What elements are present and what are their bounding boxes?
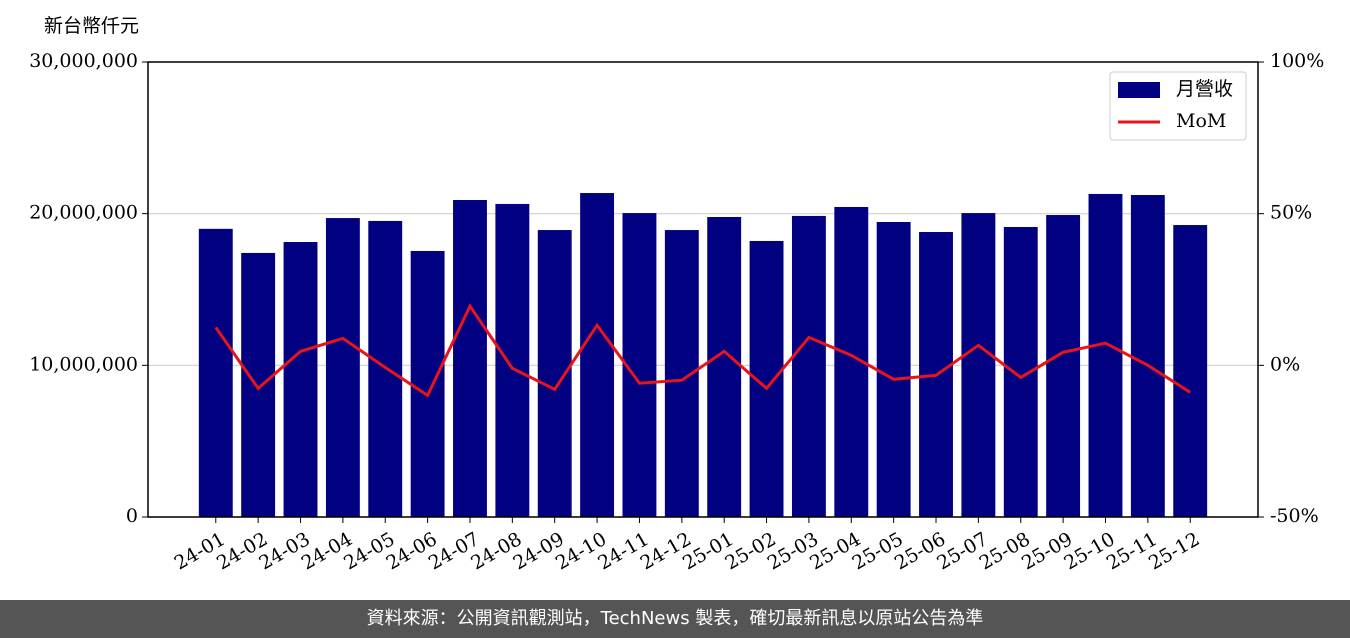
bar (961, 213, 996, 517)
bar (1130, 195, 1165, 518)
bar (495, 203, 530, 517)
bar (876, 222, 911, 517)
y-axis-label: 新台幣仟元 (44, 15, 139, 37)
y2-tick-label: -50% (1270, 505, 1319, 527)
bar (707, 217, 742, 517)
bar (241, 252, 276, 517)
bar (622, 213, 657, 517)
legend-label: MoM (1176, 110, 1226, 132)
bar (453, 200, 487, 517)
bar (1173, 225, 1208, 517)
y2-tick-label: 0% (1270, 353, 1300, 375)
bar (1046, 215, 1081, 517)
y-tick-label: 10,000,000 (29, 353, 138, 375)
footer: 資料來源：公開資訊觀測站，TechNews 製表，確切最新訊息以原站公告為準 (0, 600, 1350, 638)
plot-frame (147, 61, 1259, 518)
bar (791, 215, 826, 518)
bar (198, 228, 233, 518)
y2-tick-label: 100% (1270, 50, 1324, 72)
bar (410, 250, 445, 517)
bar (1088, 193, 1123, 517)
legend-swatch (1118, 82, 1160, 98)
bar (283, 242, 318, 518)
bar (325, 218, 360, 517)
y-tick-label: 20,000,000 (29, 202, 138, 224)
y-tick-label: 0 (126, 505, 138, 527)
chart: 新台幣仟元 0 10,000,000 20,000,000 30,000,000 -50… (29, 15, 1324, 574)
line (214, 303, 1192, 398)
y2-tick-label: 50% (1270, 202, 1312, 224)
bar (580, 193, 615, 518)
legend-label: 月營收 (1176, 78, 1233, 100)
y-tick-label: 30,000,000 (29, 50, 138, 72)
